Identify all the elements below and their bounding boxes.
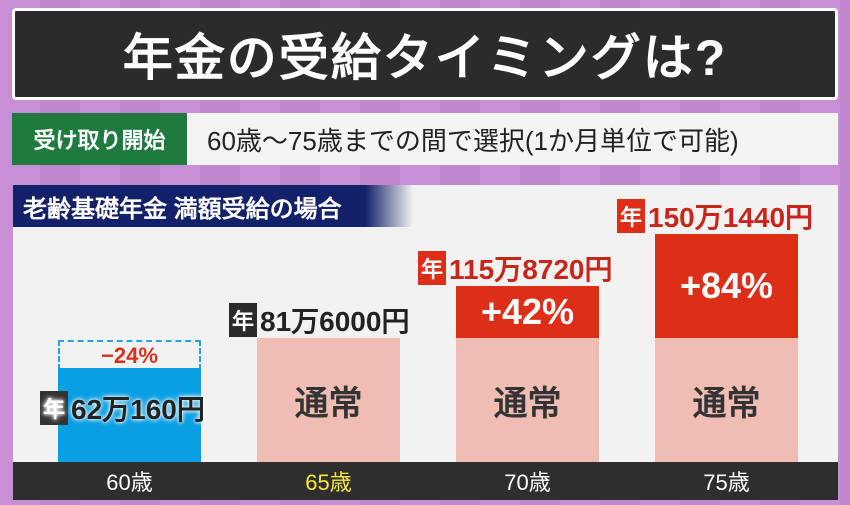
year-badge: 年 bbox=[418, 250, 447, 285]
start-info-row: 受け取り開始 60歳〜75歳までの間で選択(1か月単位で可能) bbox=[12, 113, 838, 165]
year-badge: 年 bbox=[40, 391, 69, 425]
bar-increase-75歳: +84% bbox=[655, 233, 798, 338]
x-tick-label: 60歳 bbox=[106, 470, 153, 495]
value-text: 81万6000円 bbox=[260, 306, 410, 337]
bar-base-75歳: 通常 bbox=[655, 338, 798, 462]
decrease-outline: −24% bbox=[58, 340, 201, 370]
year-badge: 年 bbox=[617, 198, 646, 233]
x-tick-label: 70歳 bbox=[504, 470, 551, 495]
value-text: 115万8720円 bbox=[449, 253, 613, 285]
value-label: 年 115万8720円 bbox=[418, 248, 612, 288]
value-label: 年 150万1440円 bbox=[617, 196, 813, 236]
start-text: 60歳〜75歳までの間で選択(1か月単位で可能) bbox=[207, 125, 739, 156]
bar-base-65歳: 通常 bbox=[257, 338, 400, 462]
value-label: 年 81万6000円 bbox=[229, 300, 409, 340]
value-label: 年 62万160円 bbox=[40, 388, 205, 428]
bar-60 bbox=[58, 367, 201, 462]
page-title: 年金の受給タイミングは? bbox=[12, 8, 838, 100]
x-tick-label: 65歳 bbox=[305, 470, 352, 495]
value-text: 62万160円 bbox=[71, 394, 205, 425]
bar-increase-70歳: +42% bbox=[456, 285, 599, 338]
x-tick-label: 75歳 bbox=[703, 470, 750, 495]
x-axis bbox=[13, 462, 838, 500]
bar-base-70歳: 通常 bbox=[456, 338, 599, 462]
year-badge: 年 bbox=[229, 303, 258, 337]
start-label: 受け取り開始 bbox=[12, 113, 187, 165]
chart-title: 老齢基礎年金 満額受給の場合 bbox=[13, 185, 413, 227]
value-text: 150万1440円 bbox=[648, 201, 814, 233]
